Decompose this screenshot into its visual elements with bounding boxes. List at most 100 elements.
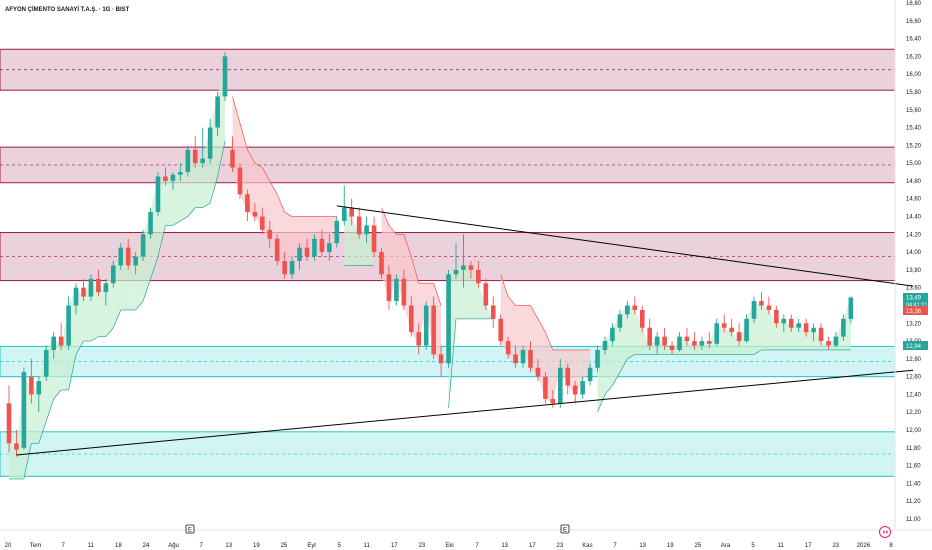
cloud-segment bbox=[128, 256, 136, 310]
candle bbox=[528, 341, 533, 373]
candle-body bbox=[438, 354, 444, 364]
price-tick: 16,80 bbox=[906, 1, 922, 7]
cloud-edge bbox=[38, 421, 47, 444]
candle bbox=[140, 229, 146, 261]
candle-body bbox=[796, 323, 801, 328]
cloud-edge bbox=[142, 278, 151, 302]
price-tick: 13,80 bbox=[906, 268, 922, 274]
price-tick: 16,00 bbox=[906, 72, 922, 78]
candle bbox=[185, 145, 191, 177]
candle-body bbox=[505, 341, 511, 355]
candle-body bbox=[669, 345, 675, 350]
cloud-edge bbox=[627, 354, 635, 360]
candle-body bbox=[103, 283, 109, 293]
candle bbox=[729, 318, 734, 337]
cloud-segment bbox=[724, 327, 732, 355]
candle bbox=[602, 336, 608, 355]
candle-body bbox=[826, 341, 831, 346]
candle-body bbox=[260, 216, 265, 230]
candle-body bbox=[587, 367, 593, 382]
candles-layer bbox=[6, 51, 854, 457]
candle-body bbox=[543, 376, 548, 399]
candle bbox=[550, 390, 556, 408]
candle bbox=[379, 247, 384, 279]
trendlines-layer bbox=[16, 205, 914, 456]
time-tick: 7 bbox=[613, 543, 617, 549]
time-tick: 24 bbox=[143, 543, 150, 549]
candle bbox=[662, 327, 667, 350]
candle bbox=[36, 376, 42, 413]
candle-body bbox=[788, 318, 794, 328]
candle-body bbox=[81, 287, 86, 297]
cloud-edge bbox=[239, 123, 248, 150]
cloud-edge bbox=[530, 305, 539, 319]
candle bbox=[736, 323, 742, 346]
candle bbox=[639, 305, 645, 333]
candle-body bbox=[170, 174, 176, 181]
earnings-marker-2[interactable]: E bbox=[560, 524, 570, 534]
candle-body bbox=[118, 247, 124, 266]
cloud-edge bbox=[45, 398, 55, 422]
candle bbox=[289, 256, 295, 279]
earnings-marker-1[interactable]: E bbox=[185, 524, 195, 534]
cloud-edge bbox=[180, 216, 188, 222]
candle-body bbox=[639, 309, 645, 328]
time-tick: 18 bbox=[115, 543, 122, 549]
cloud-segment bbox=[172, 172, 181, 226]
cloud-segment bbox=[791, 323, 799, 350]
candle-body bbox=[520, 349, 526, 364]
go-to-realtime-icon[interactable] bbox=[879, 526, 891, 538]
candle bbox=[73, 283, 79, 315]
candle bbox=[535, 358, 541, 382]
cloud-segment bbox=[463, 265, 471, 319]
price-tick: 16,40 bbox=[906, 37, 922, 43]
candle-body bbox=[297, 247, 302, 261]
cloud-segment bbox=[53, 336, 62, 399]
candle bbox=[707, 332, 712, 349]
candle bbox=[446, 269, 451, 368]
candle-body bbox=[759, 301, 764, 306]
candle-body bbox=[230, 149, 235, 168]
candle bbox=[788, 314, 794, 333]
candle bbox=[29, 358, 34, 404]
candle-body bbox=[66, 305, 71, 346]
candle bbox=[833, 332, 839, 348]
cloud-segment bbox=[582, 349, 591, 382]
cloud-segment bbox=[478, 283, 486, 319]
price-axis[interactable]: 16,80 16,60 16,40 16,20 16,00 15,80 15,60 15,40… bbox=[906, 1, 922, 523]
candle bbox=[133, 252, 138, 275]
candle bbox=[312, 234, 317, 261]
candle bbox=[6, 385, 12, 453]
candle bbox=[699, 336, 705, 350]
candle bbox=[252, 203, 258, 221]
price-tick: 15,00 bbox=[906, 161, 922, 167]
candle bbox=[364, 216, 369, 244]
cloud-edge bbox=[619, 358, 628, 373]
candle-body bbox=[341, 207, 347, 221]
candle-body bbox=[684, 336, 690, 342]
cloud-segment bbox=[798, 323, 807, 350]
candle bbox=[677, 332, 682, 352]
candle-body bbox=[558, 367, 563, 404]
cloud-segment bbox=[456, 265, 464, 319]
candle-body bbox=[133, 256, 138, 266]
candle bbox=[341, 185, 347, 226]
price-tick: 14,40 bbox=[906, 215, 922, 221]
candle bbox=[453, 243, 459, 279]
candle-body bbox=[319, 238, 325, 253]
candle-body bbox=[811, 327, 816, 333]
candle bbox=[43, 345, 49, 382]
candle bbox=[744, 314, 749, 343]
time-axis[interactable]: 20 Tem 7 11 18 24 Ağu 7 13 19 25 Eyl 5 11 17 23 Eki 7 13 17… bbox=[5, 543, 894, 549]
cloud-edge bbox=[433, 283, 442, 306]
cloud-segment bbox=[515, 305, 524, 364]
candle bbox=[595, 345, 600, 373]
cloud-edge bbox=[604, 385, 613, 395]
candle-body bbox=[36, 381, 42, 395]
support-price-badge: 12,94 bbox=[903, 341, 928, 350]
candle-body bbox=[401, 278, 407, 306]
earnings-marker-label: E bbox=[188, 528, 192, 534]
candle-body bbox=[43, 349, 49, 377]
candle bbox=[818, 323, 824, 346]
